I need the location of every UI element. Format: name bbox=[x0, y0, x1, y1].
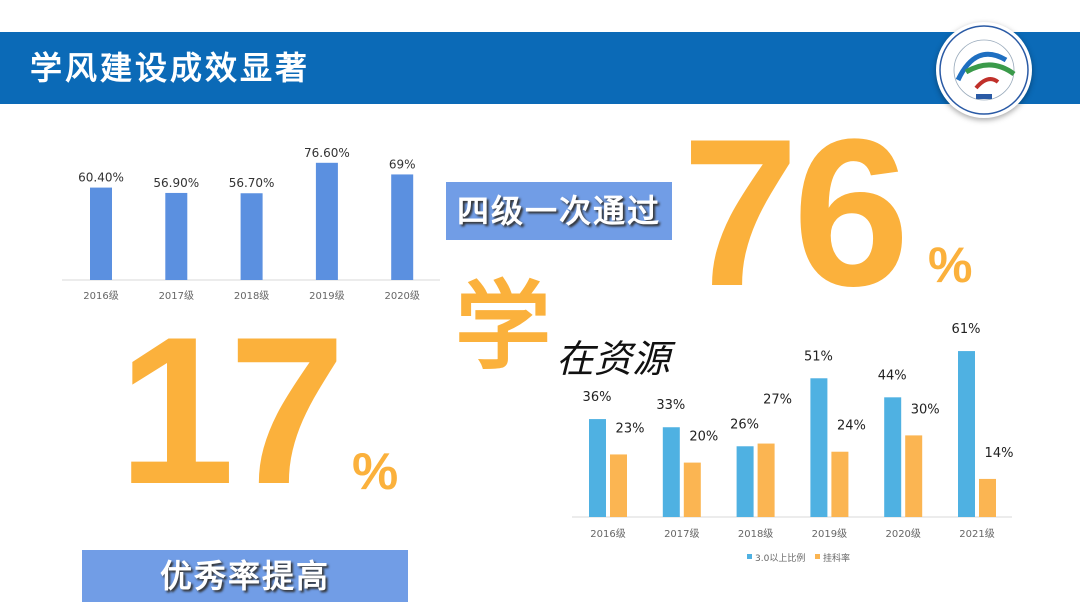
legend-swatch bbox=[747, 554, 752, 559]
chart1-tick-label: 2016级 bbox=[83, 290, 118, 302]
chart2-tick-label: 2020级 bbox=[885, 528, 920, 540]
slogan-rest: 在资源 bbox=[556, 337, 671, 381]
chart1-tick-label: 2020级 bbox=[384, 290, 419, 302]
chart1-tick-label: 2017级 bbox=[159, 290, 194, 302]
chart1-data-label: 60.40% bbox=[78, 171, 124, 185]
chart2-data-label: 26% bbox=[730, 417, 759, 432]
chart1-data-label: 76.60% bbox=[304, 146, 350, 160]
excellent-label: 优秀率提高 bbox=[82, 550, 408, 602]
legend-label: 3.0以上比例 bbox=[755, 552, 805, 564]
chart2-data-label: 44% bbox=[878, 368, 907, 383]
chart2-bar bbox=[958, 351, 975, 517]
chart2-data-label: 51% bbox=[804, 349, 833, 364]
header-band bbox=[0, 32, 1080, 104]
university-logo bbox=[936, 22, 1032, 118]
legend-label: 挂科率 bbox=[823, 552, 850, 564]
chart2-data-label: 61% bbox=[952, 322, 981, 337]
chart2-data-label: 36% bbox=[583, 390, 612, 405]
chart1-bar bbox=[391, 174, 414, 280]
chart2-data-label: 27% bbox=[763, 393, 792, 408]
chart1-data-label: 69% bbox=[389, 157, 416, 171]
chart1-bar bbox=[90, 187, 112, 280]
chart1-bar bbox=[165, 192, 188, 280]
chart2-data-label: 14% bbox=[985, 446, 1014, 461]
chart2-data-label: 24% bbox=[837, 419, 866, 434]
chart2-bar bbox=[736, 446, 754, 517]
chart2-bar bbox=[610, 454, 627, 517]
chart2-bar bbox=[884, 397, 902, 517]
chart2-bar bbox=[589, 419, 606, 517]
chart2-bar bbox=[662, 427, 680, 517]
chart2-data-label: 23% bbox=[616, 421, 645, 436]
legend-swatch bbox=[815, 554, 820, 559]
chart2-data-label: 20% bbox=[689, 430, 718, 445]
chart2-data-label: 30% bbox=[911, 402, 940, 417]
chart1-bar bbox=[240, 193, 263, 280]
page-title: 学风建设成效显著 bbox=[30, 49, 311, 87]
chart2-tick-label: 2019级 bbox=[812, 528, 847, 540]
excellent-number: 17 bbox=[118, 293, 346, 528]
chart1-data-label: 56.70% bbox=[229, 176, 275, 190]
chart2-bar bbox=[683, 462, 701, 517]
chart2-tick-label: 2021级 bbox=[959, 528, 994, 540]
chart2-tick-label: 2017级 bbox=[664, 528, 699, 540]
chart1-bar bbox=[315, 162, 338, 280]
chart1-tick-label: 2018级 bbox=[234, 290, 269, 302]
cet-label: 四级一次通过 bbox=[446, 182, 672, 240]
chart2-tick-label: 2018级 bbox=[738, 528, 773, 540]
chart2-tick-label: 2016级 bbox=[590, 528, 625, 540]
excellent-percent: % bbox=[352, 443, 399, 501]
chart2-bar bbox=[905, 435, 923, 517]
cet-number: 76 bbox=[682, 95, 910, 330]
chart2-data-label: 33% bbox=[656, 398, 685, 413]
chart2-bar bbox=[757, 443, 775, 517]
chart2-bar bbox=[979, 478, 996, 517]
cet-percent: % bbox=[928, 237, 973, 293]
chart1-tick-label: 2019级 bbox=[309, 290, 344, 302]
chart1-data-label: 56.90% bbox=[153, 176, 199, 190]
chart2-bar bbox=[810, 378, 828, 517]
slogan-big: 学 bbox=[455, 274, 551, 381]
chart2-bar bbox=[831, 451, 849, 517]
